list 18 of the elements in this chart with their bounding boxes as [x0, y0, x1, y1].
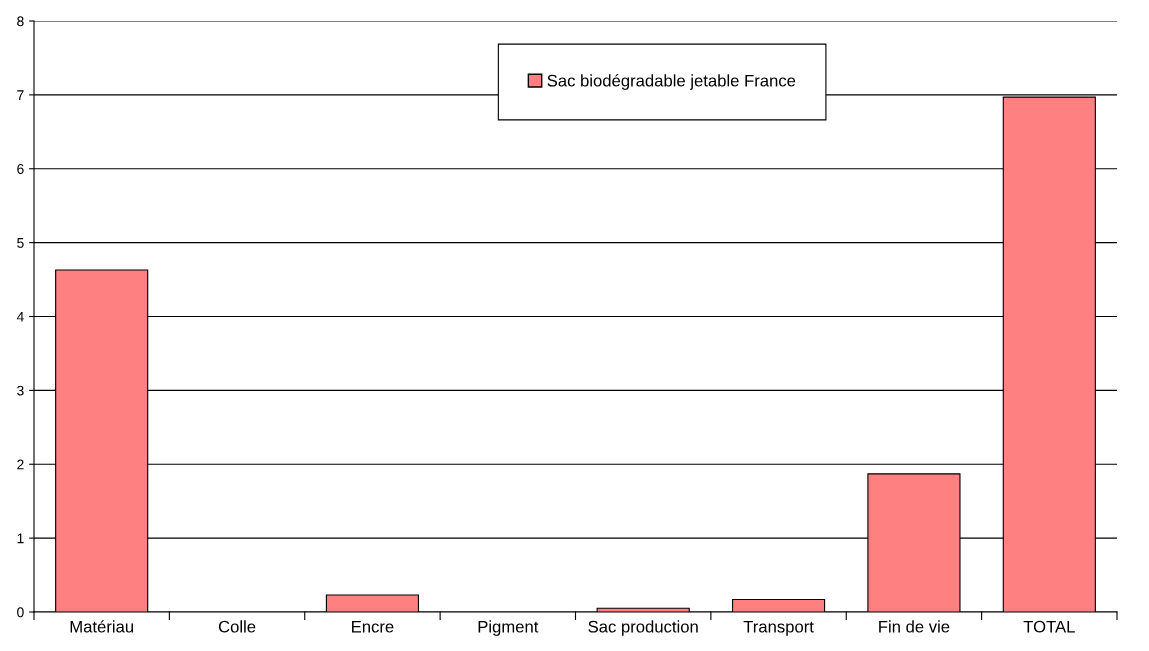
y-tick-label: 0	[17, 607, 24, 618]
y-tick-label: 6	[17, 164, 24, 174]
x-tick-label: Fin de vie	[879, 620, 950, 633]
legend-label: Sac biodégradable jetable France	[547, 74, 796, 90]
x-tick-label: Encre	[352, 620, 394, 633]
y-tick-label: 1	[17, 533, 24, 544]
x-tick-label: TOTAL	[1023, 620, 1075, 633]
x-tick-label: Matériau	[70, 620, 133, 633]
x-tick-label: Sac production	[588, 620, 698, 636]
x-tick-label: Transport	[743, 620, 814, 636]
y-tick-label: 8	[17, 16, 24, 27]
y-tick-label: 7	[17, 90, 24, 100]
y-tick-label: 3	[17, 385, 24, 396]
y-tick-label: 5	[17, 238, 24, 248]
y-tick-label: 2	[17, 459, 24, 470]
x-tick-label: Colle	[218, 620, 256, 633]
y-tick-label: 4	[16, 311, 24, 322]
x-tick-label: Pigment	[478, 620, 539, 636]
